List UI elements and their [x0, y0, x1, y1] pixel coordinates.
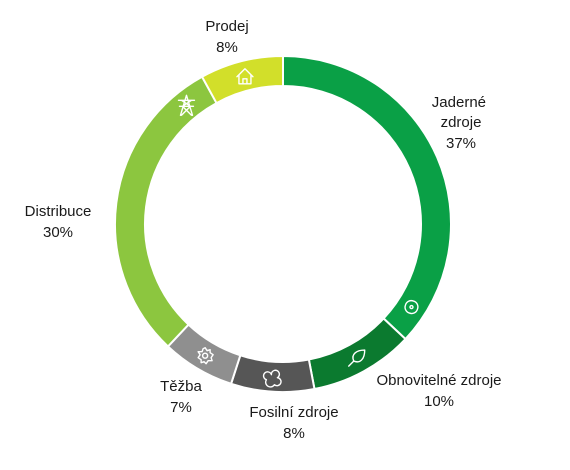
value-obnovitelne-zdroje: 10% [424, 393, 454, 410]
coal-icon [262, 369, 282, 388]
value-jaderne-zdroje: 37% [446, 135, 476, 152]
leaf-icon [348, 349, 366, 367]
atom-icon [404, 299, 419, 315]
value-fosilni-zdroje: 8% [283, 425, 305, 442]
label-jaderne-zdroje: Jaderné zdroje [432, 94, 490, 131]
value-distribuce: 30% [43, 224, 73, 241]
chart-icons [177, 68, 419, 388]
gear-icon [197, 346, 214, 365]
house-icon [236, 68, 254, 85]
label-jaderne-zdroje-name-line2: zdroje [441, 114, 482, 131]
label-obnovitelne-zdroje: Obnovitelné zdroje [376, 372, 501, 389]
label-jaderne-zdroje-name-line1: Jaderné [432, 94, 486, 111]
slice-distribuce [114, 75, 218, 348]
label-distribuce: Distribuce [25, 203, 92, 220]
chart-slices [114, 54, 452, 393]
value-tezba: 7% [170, 399, 192, 416]
value-prodej: 8% [216, 39, 238, 56]
slice-jaderne-zdroje [282, 54, 452, 341]
label-tezba: Těžba [160, 378, 202, 395]
pylon-icon [177, 94, 196, 116]
label-prodej: Prodej [205, 18, 248, 35]
label-fosilni-zdroje: Fosilní zdroje [249, 404, 338, 421]
